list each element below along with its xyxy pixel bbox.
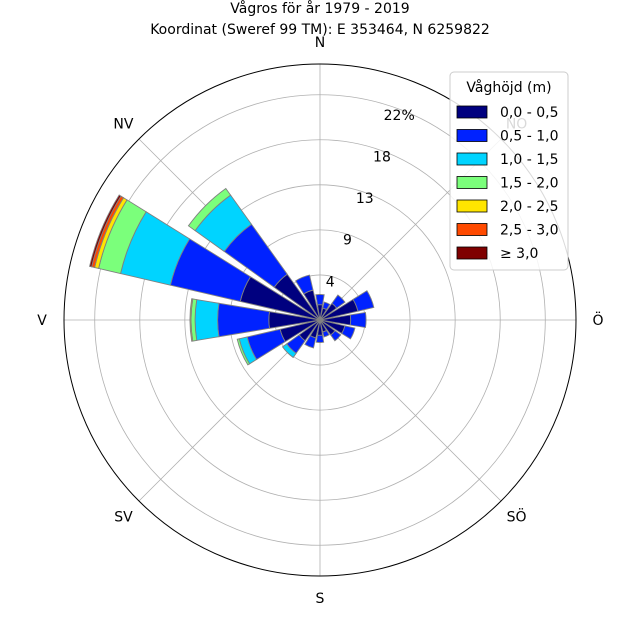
- rose-bar-s12-b1: [217, 302, 271, 338]
- grid-spoke-4: [319, 319, 502, 502]
- rose-bar-s14-b3: [187, 187, 232, 232]
- direction-label-SV: SV: [114, 510, 133, 526]
- legend-label-4: 1,5 - 2,0: [500, 176, 558, 192]
- chart-title: Vågros för år 1979 - 2019: [230, 0, 409, 17]
- rose-bar-s12-b4: [189, 298, 194, 342]
- legend-swatch-2: [456, 129, 488, 142]
- rose-bar-s1-b1: [322, 301, 331, 311]
- rose-bar-s11-b3: [236, 338, 251, 366]
- legend-label-5: 2,0 - 2,5: [500, 199, 558, 215]
- legend-title: Våghöjd (m): [466, 79, 551, 96]
- radial-tick-label-2: 9: [343, 233, 352, 249]
- rose-bar-s12-b2: [194, 299, 220, 341]
- rose-bar-s5-b1: [341, 325, 356, 340]
- rose-bar-s0-b1: [315, 293, 325, 306]
- rose-bar-s4-b1: [349, 311, 367, 329]
- rose-bar-s15-b1: [295, 274, 314, 295]
- legend-label-1: 0,0 - 0,5: [500, 105, 558, 121]
- rose-bar-s3-b1: [352, 290, 375, 312]
- legend-box: [449, 71, 569, 271]
- legend-swatch-4: [456, 176, 488, 189]
- rose-bar-s2-b1: [331, 294, 346, 309]
- outer-ring: [63, 63, 577, 577]
- legend: Våghöjd (m) 0,0 - 0,5 0,5 - 1,0 1,0 - 1,5 1…: [449, 71, 569, 271]
- legend-swatch-3: [456, 152, 488, 166]
- direction-label-SÖ: SÖ: [507, 508, 527, 526]
- radial-tick-label-5: 22%: [384, 108, 415, 124]
- radial-tick-label-4: 18: [373, 149, 391, 165]
- legend-swatch-7: [456, 246, 488, 260]
- direction-label-Ö: Ö: [592, 311, 603, 329]
- legend-label-2: 0,5 - 1,0: [500, 129, 558, 145]
- chart-subtitle: Koordinat (Sweref 99 TM): E 353464, N 62…: [150, 22, 490, 38]
- direction-label-N: N: [315, 35, 325, 51]
- rose-bar-s8-b1: [315, 334, 325, 343]
- legend-label-7: ≥ 3,0: [500, 246, 538, 262]
- rose-bar-s10-b2: [281, 343, 297, 359]
- direction-label-NV: NV: [113, 116, 133, 132]
- direction-label-V: V: [37, 313, 47, 329]
- radial-tick-label-1: 4: [326, 274, 335, 290]
- rose-bar-s6-b1: [330, 330, 342, 342]
- legend-label-3: 1,0 - 1,5: [500, 152, 558, 168]
- radial-tick-label-3: 13: [356, 191, 374, 207]
- legend-swatch-1: [456, 105, 488, 119]
- legend-swatch-6: [456, 223, 488, 236]
- rose-bar-s7-b1: [322, 329, 330, 338]
- rose-bar-s9-b1: [304, 335, 317, 349]
- legend-label-6: 2,5 - 3,0: [500, 223, 558, 239]
- radial-tick-labels: 4 9 13 18 22%: [326, 108, 415, 291]
- legend-swatch-5: [456, 199, 488, 213]
- rose-bar-s13-b6: [89, 194, 122, 268]
- rose-bars: [89, 187, 375, 366]
- direction-label-S: S: [316, 591, 325, 607]
